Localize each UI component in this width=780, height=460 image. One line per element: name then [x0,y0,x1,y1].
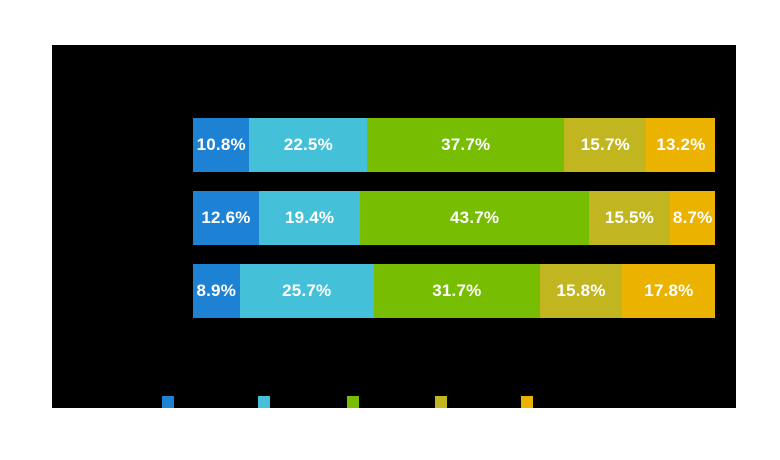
bar-segment-label: 22.5% [283,135,333,154]
bar-segment-amber: 13.2% [646,118,716,172]
bar-segment-label: 12.6% [201,208,251,227]
bar-segment-label: 13.2% [656,135,706,154]
bar-segment-label: 15.7% [580,135,630,154]
bar-segment-label: 8.9% [196,281,237,300]
bar-segment-green: 43.7% [360,191,589,245]
bar-segment-cyan: 19.4% [258,191,361,245]
bar-segment-label: 37.7% [441,135,491,154]
bar-segment-label: 31.7% [432,281,482,300]
bar-segment-olive: 15.8% [539,264,623,318]
bar-segment-green: 37.7% [367,118,565,172]
legend-swatch-cyan [258,396,270,408]
bar-segment-olive: 15.5% [588,191,670,245]
legend-swatch-blue [162,396,174,408]
bar-segment-green: 31.7% [373,264,540,318]
bar-segment-cyan: 25.7% [239,264,374,318]
legend-swatch-green [347,396,359,408]
bar-segment-label: 43.7% [450,208,500,227]
bar-segment-label: 15.8% [556,281,606,300]
bar-row: 10.8% 22.5% 37.7% 15.7% 13.2% [193,118,716,172]
legend-swatch-olive [435,396,447,408]
chart-background: 10.8% 22.5% 37.7% 15.7% 13.2% 12.6% 19.4% 43.7%… [52,45,736,408]
bar-segment-amber: 8.7% [669,191,716,245]
bar-segment-label: 10.8% [196,135,246,154]
bar-row: 8.9% 25.7% 31.7% 15.8% 17.8% [193,264,716,318]
bar-segment-label: 19.4% [285,208,335,227]
bar-segment-olive: 15.7% [564,118,647,172]
bar-segment-blue: 8.9% [193,264,240,318]
bar-segment-blue: 12.6% [193,191,259,245]
bar-segment-cyan: 22.5% [249,118,368,172]
bar-segment-amber: 17.8% [622,264,716,318]
bar-segment-label: 25.7% [282,281,332,300]
bar-row: 12.6% 19.4% 43.7% 15.5% 8.7% [193,191,716,245]
bar-segment-blue: 10.8% [193,118,250,172]
legend-swatch-amber [521,396,533,408]
bar-segment-label: 17.8% [644,281,694,300]
bar-segment-label: 15.5% [604,208,655,227]
bar-segment-label: 8.7% [672,208,713,227]
